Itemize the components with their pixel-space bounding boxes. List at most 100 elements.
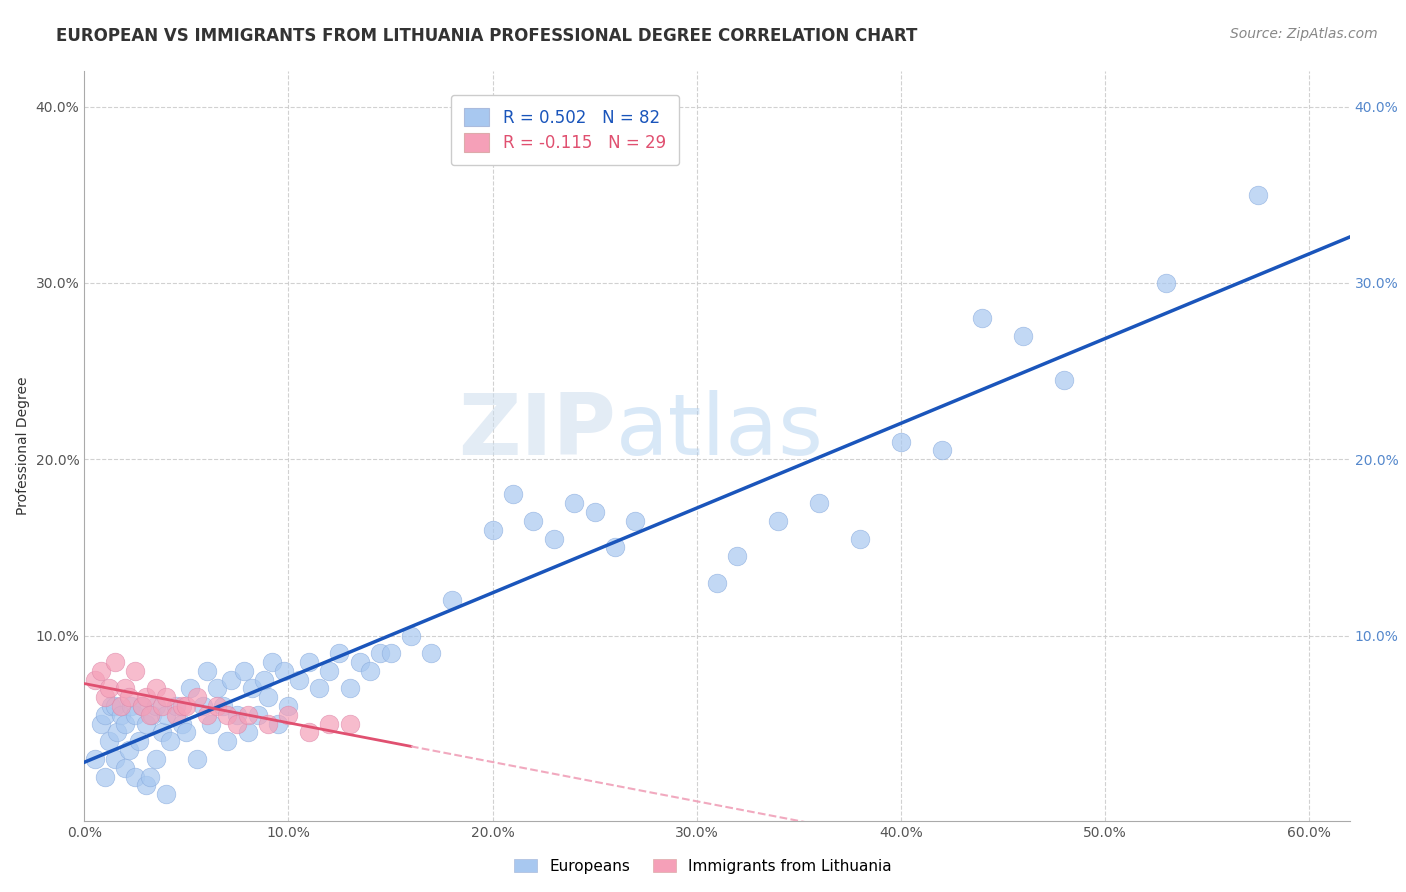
Text: atlas: atlas — [616, 390, 824, 473]
Point — [94, 707, 117, 722]
Point — [94, 690, 117, 705]
Point — [226, 716, 249, 731]
Point — [179, 681, 201, 696]
Point — [145, 681, 167, 696]
Point — [706, 575, 728, 590]
Point — [176, 699, 198, 714]
Point — [104, 752, 127, 766]
Point — [155, 707, 177, 722]
Point — [359, 664, 381, 678]
Point — [205, 681, 228, 696]
Point — [522, 514, 544, 528]
Point — [104, 655, 127, 669]
Point — [240, 681, 263, 696]
Point — [257, 716, 280, 731]
Legend: Europeans, Immigrants from Lithuania: Europeans, Immigrants from Lithuania — [508, 853, 898, 880]
Point — [273, 664, 295, 678]
Point — [339, 716, 361, 731]
Point — [1012, 328, 1035, 343]
Point — [100, 699, 122, 714]
Point — [543, 532, 565, 546]
Point — [186, 752, 208, 766]
Point — [150, 699, 173, 714]
Point — [253, 673, 276, 687]
Point — [217, 734, 239, 748]
Point — [155, 690, 177, 705]
Point — [236, 707, 259, 722]
Point — [420, 646, 443, 660]
Point — [165, 699, 187, 714]
Point — [97, 681, 120, 696]
Point — [195, 664, 218, 678]
Point — [83, 673, 105, 687]
Point — [104, 699, 127, 714]
Point — [135, 778, 157, 792]
Point — [267, 716, 290, 731]
Point — [339, 681, 361, 696]
Point — [583, 505, 606, 519]
Point — [90, 716, 112, 731]
Point — [298, 725, 321, 739]
Point — [131, 699, 153, 714]
Point — [150, 725, 173, 739]
Point — [318, 664, 340, 678]
Point — [217, 707, 239, 722]
Point — [318, 716, 340, 731]
Text: EUROPEAN VS IMMIGRANTS FROM LITHUANIA PROFESSIONAL DEGREE CORRELATION CHART: EUROPEAN VS IMMIGRANTS FROM LITHUANIA PR… — [56, 27, 918, 45]
Point — [1154, 276, 1177, 290]
Point — [1053, 373, 1076, 387]
Point — [155, 787, 177, 801]
Point — [931, 443, 953, 458]
Point — [308, 681, 330, 696]
Point — [120, 699, 142, 714]
Point — [562, 496, 585, 510]
Point — [191, 699, 214, 714]
Point — [110, 707, 132, 722]
Point — [298, 655, 321, 669]
Point — [768, 514, 790, 528]
Point — [145, 699, 167, 714]
Point — [159, 734, 181, 748]
Point — [349, 655, 371, 669]
Point — [97, 734, 120, 748]
Point — [124, 770, 146, 784]
Point — [172, 699, 194, 714]
Point — [212, 699, 235, 714]
Text: ZIP: ZIP — [458, 390, 616, 473]
Point — [138, 707, 160, 722]
Point — [83, 752, 105, 766]
Point — [195, 707, 218, 722]
Point — [849, 532, 872, 546]
Point — [124, 707, 146, 722]
Point — [808, 496, 831, 510]
Point — [368, 646, 391, 660]
Point — [277, 707, 299, 722]
Point — [172, 716, 194, 731]
Point — [727, 549, 749, 564]
Point — [186, 690, 208, 705]
Point — [603, 541, 626, 555]
Point — [135, 690, 157, 705]
Point — [110, 699, 132, 714]
Point — [399, 628, 422, 642]
Point — [502, 487, 524, 501]
Point — [328, 646, 350, 660]
Point — [221, 673, 243, 687]
Point — [200, 716, 222, 731]
Point — [380, 646, 402, 660]
Point — [205, 699, 228, 714]
Point — [118, 690, 141, 705]
Point — [118, 743, 141, 757]
Text: Source: ZipAtlas.com: Source: ZipAtlas.com — [1230, 27, 1378, 41]
Point — [226, 707, 249, 722]
Point — [114, 681, 136, 696]
Legend: R = 0.502   N = 82, R = -0.115   N = 29: R = 0.502 N = 82, R = -0.115 N = 29 — [451, 95, 679, 165]
Point — [165, 707, 187, 722]
Point — [890, 434, 912, 449]
Y-axis label: Professional Degree: Professional Degree — [15, 376, 30, 516]
Point — [257, 690, 280, 705]
Point — [145, 752, 167, 766]
Point — [124, 664, 146, 678]
Point — [262, 655, 284, 669]
Point — [128, 734, 150, 748]
